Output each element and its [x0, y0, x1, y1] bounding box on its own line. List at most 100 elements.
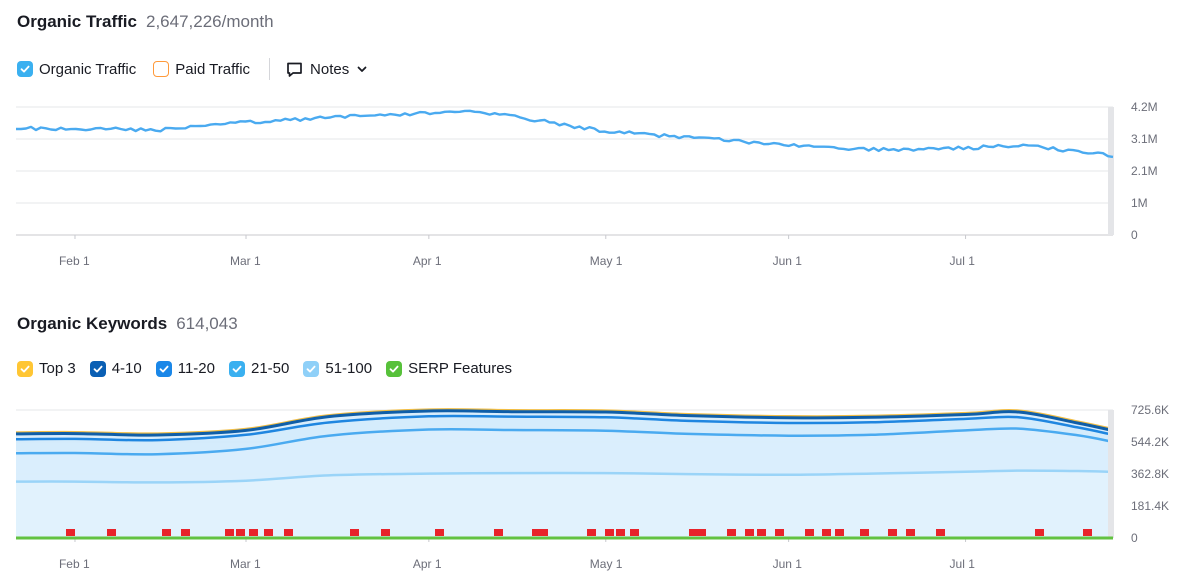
x-tick-label: Jun 1	[773, 557, 803, 571]
keywords-legend: Top 3 4-10 11-20 21-50 51-100 SERP Features	[17, 360, 526, 377]
event-flag-icon[interactable]	[539, 529, 548, 538]
legend-51-100[interactable]: 51-100	[303, 360, 372, 377]
check-icon	[232, 365, 242, 372]
event-flag-icon[interactable]	[249, 529, 258, 538]
series-line-4-10	[15, 409, 1114, 437]
series-line-21-50	[15, 427, 1114, 456]
traffic-title: Organic Traffic	[17, 12, 137, 31]
event-flag-icon[interactable]	[745, 529, 754, 538]
legend-21-50[interactable]: 21-50	[229, 360, 289, 377]
check-icon	[389, 365, 399, 372]
x-tick-label: Jun 1	[773, 254, 803, 268]
event-flag-icon[interactable]	[605, 529, 614, 538]
keywords-title: Organic Keywords	[17, 314, 168, 333]
event-flag-icon[interactable]	[350, 529, 359, 538]
event-flag-icon[interactable]	[888, 529, 897, 538]
event-flag-icon[interactable]	[236, 529, 245, 538]
event-flag-icon[interactable]	[860, 529, 869, 538]
paid-traffic-checkbox[interactable]	[153, 61, 170, 77]
legend-11-20-label: 11-20	[177, 360, 215, 377]
check-icon	[20, 365, 30, 372]
legend-serp-features[interactable]: SERP Features	[386, 360, 512, 377]
serp-features-checkbox[interactable]	[386, 360, 403, 377]
event-flag-icon[interactable]	[727, 529, 736, 538]
legend-serp-features-label: SERP Features	[408, 360, 513, 377]
event-flag-icon[interactable]	[697, 529, 706, 538]
51-100-checkbox[interactable]	[303, 360, 320, 377]
note-icon	[287, 62, 302, 77]
legend-51-100-label: 51-100	[325, 360, 373, 377]
series-line-11-20	[15, 414, 1114, 442]
x-tick-label: Mar 1	[230, 254, 261, 268]
event-flag-icon[interactable]	[822, 529, 831, 538]
event-flag-icon[interactable]	[936, 529, 945, 538]
top-3-checkbox[interactable]	[17, 360, 33, 377]
check-icon	[159, 365, 169, 372]
y-tick-label: 2.1M	[1131, 164, 1158, 178]
event-flag-icon[interactable]	[906, 529, 915, 538]
traffic-summary: 2,647,226/month	[145, 12, 274, 31]
event-flag-icon[interactable]	[284, 529, 293, 538]
4-10-checkbox[interactable]	[89, 360, 106, 377]
legend-organic-traffic-label: Organic Traffic	[39, 60, 137, 78]
event-flag-icon[interactable]	[689, 529, 698, 538]
event-flag-icon[interactable]	[1035, 529, 1044, 538]
event-flag-icon[interactable]	[757, 529, 766, 538]
x-tick-label: Feb 1	[59, 557, 90, 571]
event-flag-icon[interactable]	[494, 529, 503, 538]
legend-organic-traffic[interactable]: Organic Traffic	[17, 61, 136, 78]
legend-divider	[269, 58, 271, 80]
event-flag-icon[interactable]	[162, 529, 171, 538]
legend-paid-traffic[interactable]: Paid Traffic	[153, 61, 250, 78]
event-flag-icon[interactable]	[435, 529, 444, 538]
keywords-title-row: Organic Keywords 614,043	[17, 314, 238, 334]
event-flag-icon[interactable]	[805, 529, 814, 538]
event-flag-icon[interactable]	[107, 529, 116, 538]
area-51-100	[16, 470, 1113, 538]
y-tick-label: 1M	[1131, 196, 1148, 210]
legend-top-3[interactable]: Top 3	[17, 360, 76, 377]
organic-keywords-chart[interactable]: 725.6K 544.2K 362.8K 181.4K 0 Feb 1 Mar 1 Apr …	[0, 398, 1200, 578]
y-tick-label: 362.8K	[1131, 467, 1169, 481]
x-tick-label: Mar 1	[230, 557, 261, 571]
event-flag-icon[interactable]	[1083, 529, 1092, 538]
event-flag-icon[interactable]	[66, 529, 75, 538]
event-flag-icon[interactable]	[616, 529, 625, 538]
notes-label: Notes	[310, 60, 350, 78]
11-20-checkbox[interactable]	[155, 360, 172, 377]
x-tick-label: May 1	[590, 254, 623, 268]
legend-11-20[interactable]: 11-20	[155, 360, 215, 377]
legend-4-10[interactable]: 4-10	[89, 360, 142, 377]
organic-traffic-checkbox[interactable]	[17, 61, 33, 77]
21-50-checkbox[interactable]	[229, 360, 245, 377]
event-flag-icon[interactable]	[532, 529, 541, 538]
event-flag-icon[interactable]	[225, 529, 234, 538]
check-icon	[306, 365, 316, 372]
chart-scroll-edge	[1108, 107, 1114, 235]
event-flag-icon[interactable]	[835, 529, 844, 538]
traffic-title-row: Organic Traffic 2,647,226/month	[17, 12, 274, 32]
event-flag-icon[interactable]	[775, 529, 784, 538]
chevron-down-icon	[357, 66, 367, 72]
legend-21-50-label: 21-50	[251, 360, 290, 377]
legend-4-10-label: 4-10	[111, 360, 142, 377]
y-tick-label: 0	[1131, 228, 1138, 242]
y-tick-label: 3.1M	[1131, 132, 1158, 146]
chart-scroll-edge	[1108, 410, 1114, 538]
check-icon	[93, 365, 103, 372]
traffic-legend: Organic Traffic Paid Traffic Notes	[17, 58, 368, 80]
legend-paid-traffic-label: Paid Traffic	[175, 60, 251, 78]
x-tick-label: Jul 1	[950, 557, 976, 571]
y-tick-label: 544.2K	[1131, 435, 1169, 449]
event-flag-icon[interactable]	[630, 529, 639, 538]
event-flag-icon[interactable]	[264, 529, 273, 538]
y-tick-label: 0	[1131, 531, 1138, 545]
notes-dropdown[interactable]: Notes	[286, 61, 368, 78]
series-line-51-100	[15, 469, 1114, 484]
event-flag-icon[interactable]	[381, 529, 390, 538]
y-tick-label: 181.4K	[1131, 499, 1169, 513]
organic-traffic-chart[interactable]: 4.2M 3.1M 2.1M 1M 0 Feb 1 Mar 1 Apr 1 May 1 Jun …	[0, 95, 1200, 275]
event-flag-icon[interactable]	[587, 529, 596, 538]
event-flag-icon[interactable]	[181, 529, 190, 538]
x-tick-label: Apr 1	[413, 254, 442, 268]
